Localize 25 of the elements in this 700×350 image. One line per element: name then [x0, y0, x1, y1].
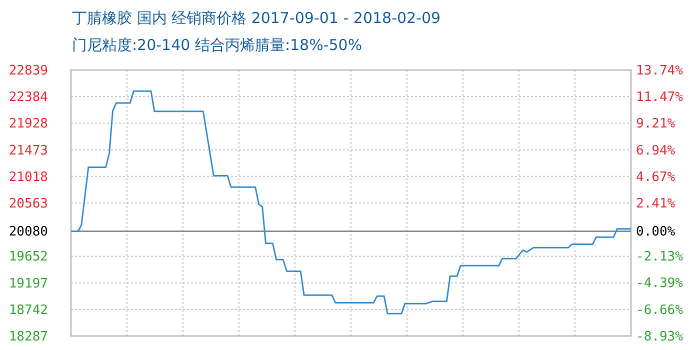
- y-tick-label: 18287: [8, 330, 48, 344]
- y2-tick-label: 13.74%: [636, 64, 684, 78]
- y-tick-label: 21018: [8, 170, 48, 185]
- y2-tick-label: 0.00%: [636, 224, 676, 240]
- y2-tick-label: -6.66%: [636, 302, 684, 318]
- y2-tick-label: 11.47%: [636, 90, 684, 106]
- y-tick-label: 20563: [8, 196, 48, 212]
- y2-tick-label: 9.21%: [636, 116, 676, 132]
- chart-subtitle: 门尼粘度:20-140 结合丙烯腈量:18%-50%: [72, 36, 362, 54]
- y-tick-label: 18742: [8, 302, 48, 318]
- y-tick-label: 22384: [8, 90, 48, 106]
- y2-tick-label: -8.93%: [636, 330, 684, 344]
- y-tick-label: 20080: [8, 224, 48, 240]
- y-tick-label: 22839: [8, 64, 48, 78]
- line-series: [70, 90, 632, 314]
- y2-tick-label: 4.67%: [636, 170, 676, 185]
- y2-tick-label: -2.13%: [636, 250, 684, 265]
- y2-tick-label: -4.39%: [636, 276, 684, 292]
- y-tick-label: 19197: [8, 276, 48, 292]
- y2-tick-label: 6.94%: [636, 143, 676, 158]
- y-tick-label: 21473: [8, 143, 48, 158]
- y-tick-label: 19652: [8, 250, 48, 265]
- y2-tick-label: 2.41%: [636, 196, 676, 212]
- y-tick-label: 21928: [8, 116, 48, 132]
- chart-title: 丁腈橡胶 国内 经销商价格 2017-09-01 - 2018-02-09: [72, 9, 441, 27]
